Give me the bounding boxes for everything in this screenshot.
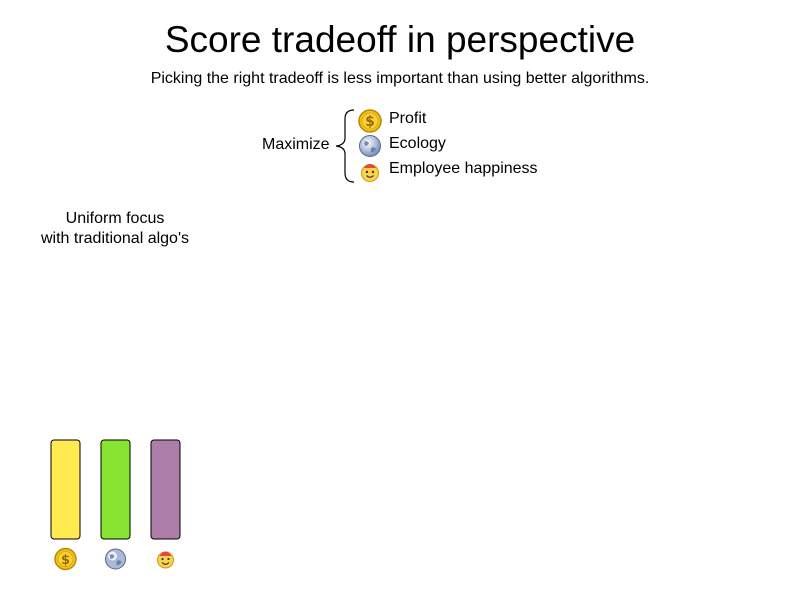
chart-title: Uniform focus with traditional algo's [15, 209, 215, 249]
curly-brace-icon [335, 109, 355, 183]
globe-icon [105, 548, 126, 570]
bar-employee-happiness [150, 439, 181, 540]
smiley-icon [157, 551, 174, 569]
dollar-coin-icon: $ [358, 109, 382, 133]
chart-title-line-1: Uniform focus [65, 210, 165, 227]
legend-label-employee-happiness: Employee happiness [389, 160, 538, 177]
svg-text:$: $ [365, 114, 375, 130]
page-title: Score tradeoff in perspective [164, 19, 636, 60]
smiley-icon [361, 164, 379, 182]
globe-icon [359, 135, 381, 157]
svg-text:$: $ [61, 553, 70, 568]
maximize-label: Maximize [262, 136, 330, 153]
legend-label-ecology: Ecology [389, 135, 446, 152]
legend-label-profit: Profit [389, 110, 427, 127]
chart-title-line-2: with traditional algo's [40, 230, 190, 247]
page-subtitle: Picking the right tradeoff is less impor… [150, 70, 650, 87]
bar-profit [50, 439, 81, 540]
bar-ecology [100, 439, 131, 540]
dollar-coin-icon: $ [54, 547, 77, 571]
